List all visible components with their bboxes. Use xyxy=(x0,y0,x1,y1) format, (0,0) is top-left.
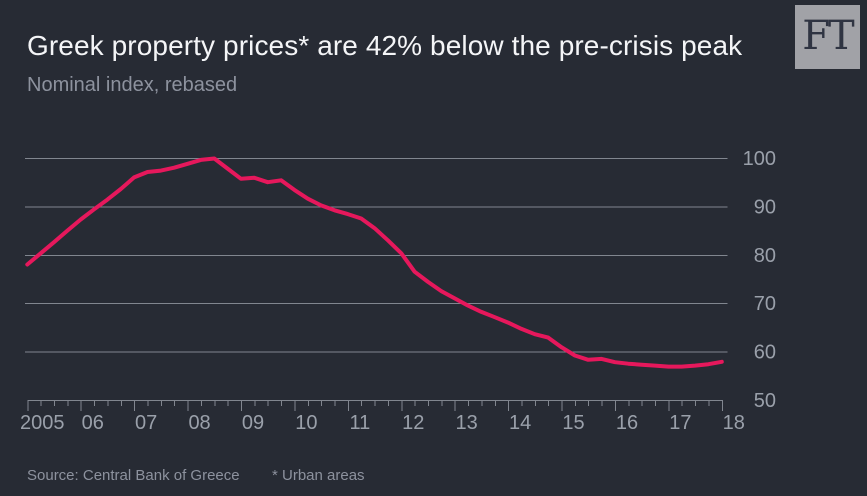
price-line xyxy=(25,156,724,369)
x-tick-label: 07 xyxy=(135,412,157,434)
ft-logo: FT xyxy=(795,5,860,69)
page-subtitle: Nominal index, rebased xyxy=(27,74,238,96)
x-tick-label: 15 xyxy=(562,412,584,434)
y-tick-label: 100 xyxy=(743,148,776,170)
x-tick-label: 06 xyxy=(82,412,104,434)
y-tick-label: 70 xyxy=(754,293,776,315)
y-tick-label: 50 xyxy=(754,390,776,412)
x-tick-label: 13 xyxy=(456,412,478,434)
x-tick-label: 09 xyxy=(242,412,264,434)
x-tick-label: 18 xyxy=(723,412,745,434)
y-tick-label: 90 xyxy=(754,196,776,218)
x-tick-label: 08 xyxy=(188,412,210,434)
x-tick-label: 12 xyxy=(402,412,424,434)
x-tick-label: 10 xyxy=(295,412,317,434)
x-tick-label: 16 xyxy=(616,412,638,434)
x-tick-label: 14 xyxy=(509,412,531,434)
source-text: Source: Central Bank of Greece xyxy=(27,467,240,484)
y-tick-label: 60 xyxy=(754,342,776,364)
page-title: Greek property prices* are 42% below the… xyxy=(27,30,743,61)
ft-logo-text: FT xyxy=(802,13,854,59)
footnote-text: * Urban areas xyxy=(272,467,365,484)
y-tick-label: 80 xyxy=(754,245,776,267)
x-tick-label: 11 xyxy=(349,412,370,434)
x-tick-label: 2005 xyxy=(20,412,65,434)
x-tick-label: 17 xyxy=(669,412,691,434)
